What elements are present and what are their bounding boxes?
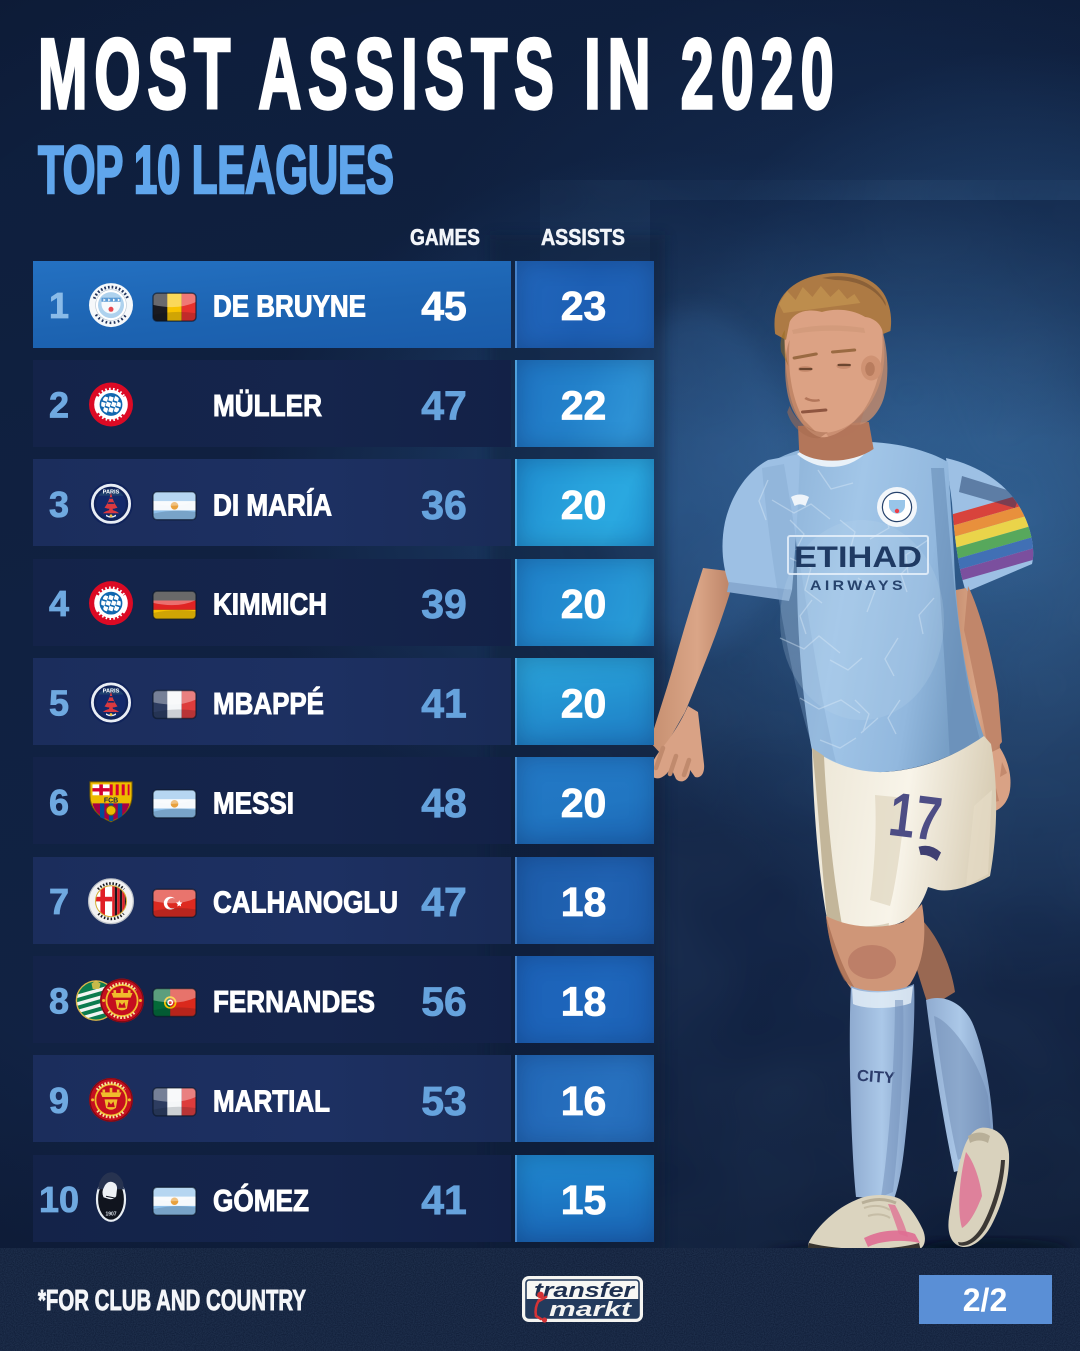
svg-text:DI MARÍA: DI MARÍA (213, 487, 332, 522)
svg-text:MÜLLER: MÜLLER (213, 388, 322, 423)
svg-text:41: 41 (421, 1177, 467, 1223)
svg-text:20: 20 (561, 581, 607, 627)
svg-text:7: 7 (49, 881, 69, 922)
svg-text:9: 9 (49, 1080, 69, 1121)
svg-text:10: 10 (39, 1179, 79, 1220)
svg-text:48: 48 (421, 780, 467, 826)
svg-text:18: 18 (561, 879, 607, 925)
svg-text:MOST ASSISTS IN 2020: MOST ASSISTS IN 2020 (38, 19, 841, 129)
svg-text:CITY: CITY (856, 1068, 895, 1088)
svg-text:20: 20 (561, 482, 607, 528)
svg-text:20: 20 (561, 780, 607, 826)
svg-text:53: 53 (421, 1078, 467, 1124)
svg-text:1: 1 (49, 285, 69, 326)
svg-text:47: 47 (421, 383, 467, 429)
svg-text:MESSI: MESSI (213, 785, 294, 820)
svg-text:DE BRUYNE: DE BRUYNE (213, 289, 366, 324)
svg-text:GÓMEZ: GÓMEZ (213, 1182, 309, 1218)
svg-text:41: 41 (421, 681, 467, 727)
svg-text:TOP 10 LEAGUES: TOP 10 LEAGUES (38, 132, 394, 208)
svg-text:MARTIAL: MARTIAL (213, 1083, 330, 1118)
svg-text:3: 3 (49, 484, 69, 525)
svg-text:16: 16 (561, 1078, 607, 1124)
svg-text:PARIS: PARIS (103, 688, 120, 694)
svg-text:5: 5 (49, 683, 69, 724)
svg-text:MBAPPÉ: MBAPPÉ (213, 686, 324, 721)
svg-text:17: 17 (885, 780, 945, 855)
svg-text:ETIHAD: ETIHAD (794, 541, 922, 574)
svg-text:CALHANOGLU: CALHANOGLU (213, 885, 398, 920)
svg-text:FERNANDES: FERNANDES (213, 984, 375, 1019)
svg-text:FCB: FCB (104, 798, 118, 805)
svg-text:6: 6 (49, 782, 69, 823)
svg-text:markt: markt (549, 1299, 633, 1321)
svg-text:KIMMICH: KIMMICH (213, 587, 327, 622)
svg-text:*FOR CLUB AND COUNTRY: *FOR CLUB AND COUNTRY (38, 1285, 306, 1317)
svg-text:22: 22 (561, 383, 607, 429)
svg-text:56: 56 (421, 979, 467, 1025)
svg-text:39: 39 (421, 581, 467, 627)
svg-text:2: 2 (49, 385, 69, 426)
svg-text:8: 8 (49, 981, 69, 1022)
svg-text:AIRWAYS: AIRWAYS (810, 577, 906, 593)
svg-text:4: 4 (49, 583, 69, 624)
svg-text:transfer: transfer (534, 1280, 636, 1302)
svg-text:ASSISTS: ASSISTS (541, 224, 625, 250)
svg-text:GAMES: GAMES (410, 224, 480, 250)
svg-text:18: 18 (561, 979, 607, 1025)
svg-text:47: 47 (421, 879, 467, 925)
svg-text:45: 45 (421, 283, 467, 329)
svg-text:PARIS: PARIS (103, 490, 120, 496)
svg-text:23: 23 (561, 283, 607, 329)
svg-text:20: 20 (561, 681, 607, 727)
svg-text:1907: 1907 (105, 1211, 116, 1217)
svg-text:15: 15 (561, 1177, 607, 1223)
svg-text:2/2: 2/2 (963, 1282, 1007, 1318)
svg-text:36: 36 (421, 482, 467, 528)
